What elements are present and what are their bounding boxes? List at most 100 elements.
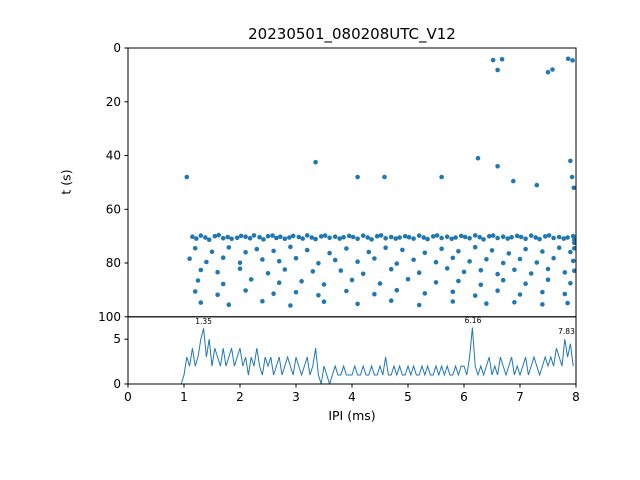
scatter-point <box>505 236 511 241</box>
scatter-point <box>518 234 524 240</box>
scatter-point <box>190 234 195 239</box>
scatter-point <box>274 235 279 241</box>
scatter-point <box>237 260 243 266</box>
scatter-point <box>209 249 215 255</box>
scatter-point <box>430 234 436 239</box>
scatter-point <box>337 236 343 241</box>
scatter-point <box>545 69 551 75</box>
scatter-point <box>360 233 366 238</box>
scatter-point <box>568 280 573 286</box>
scatter-point <box>481 237 486 242</box>
scatter-point <box>247 236 253 241</box>
scatter-point <box>365 235 371 240</box>
scatter-point <box>355 174 360 180</box>
y-tick-label: 60 <box>106 202 121 216</box>
scatter-point <box>321 299 327 305</box>
chart-title: 20230501_080208UTC_V12 <box>248 25 456 43</box>
scatter-point <box>425 236 430 242</box>
scatter-point <box>346 233 352 239</box>
scatter-point <box>332 257 338 263</box>
scatter-point <box>477 234 483 240</box>
scatter-point <box>478 282 484 288</box>
scatter-point <box>495 67 500 73</box>
scatter-point <box>402 233 408 239</box>
scatter-point <box>422 291 428 296</box>
scatter-point <box>276 280 282 286</box>
scatter-point <box>565 235 570 240</box>
scatter-point <box>238 233 244 239</box>
scatter-point <box>372 291 377 297</box>
scatter-point <box>393 236 399 241</box>
scatter-point <box>562 270 568 275</box>
scatter-point <box>276 258 282 264</box>
x-axis-label: IPI (ms) <box>328 408 376 423</box>
scatter-point <box>350 234 356 240</box>
scatter-point <box>461 269 467 275</box>
scatter-point <box>540 302 545 307</box>
scatter-point <box>450 299 456 304</box>
scatter-point <box>310 269 316 274</box>
scatter-point <box>572 240 576 246</box>
scatter-point <box>344 246 349 251</box>
x-tick-label: 7 <box>516 390 524 404</box>
scatter-point <box>475 155 481 161</box>
scatter-point <box>300 236 306 241</box>
scatter-point <box>467 259 472 264</box>
scatter-point <box>545 277 551 283</box>
scatter-point <box>528 271 534 276</box>
scatter-point <box>500 260 506 266</box>
x-tick-label: 2 <box>236 390 244 404</box>
scatter-point <box>416 233 422 238</box>
scatter-point <box>512 267 517 273</box>
scatter-point <box>388 266 394 272</box>
scatter-point <box>517 256 523 262</box>
scatter-point <box>296 234 302 240</box>
scatter-point <box>318 234 324 239</box>
scatter-point <box>568 158 573 164</box>
scatter-point <box>533 235 538 240</box>
scatter-point <box>495 164 500 169</box>
scatter-point <box>265 271 271 276</box>
scatter-point <box>254 246 260 252</box>
scatter-point <box>198 300 204 305</box>
scatter-point <box>243 234 248 239</box>
scatter-point <box>366 249 372 255</box>
scatter-point <box>293 255 299 261</box>
scatter-point <box>212 233 218 239</box>
scatter-point <box>288 244 293 250</box>
scatter-point <box>355 301 360 307</box>
scatter-point <box>439 246 444 252</box>
scatter-point <box>484 257 489 262</box>
scatter-point <box>260 257 265 262</box>
scatter-point <box>304 233 310 238</box>
scatter-point <box>545 266 551 272</box>
scatter-point <box>542 234 548 239</box>
scatter-point <box>500 234 506 239</box>
scatter-point <box>198 233 204 238</box>
scatter-point <box>484 301 489 306</box>
scatter-point <box>341 234 346 240</box>
scatter-point <box>456 278 461 284</box>
scatter-point <box>378 233 384 238</box>
scatter-point <box>569 174 575 180</box>
scatter-point <box>556 234 562 240</box>
x-tick-label: 3 <box>292 390 300 404</box>
scatter-point <box>287 235 292 240</box>
y-tick-label: 5 <box>113 332 121 346</box>
scatter-point <box>243 250 248 255</box>
scatter-point <box>278 234 283 239</box>
scatter-point <box>478 268 484 273</box>
scatter-point <box>184 174 190 180</box>
scatter-point <box>570 233 576 239</box>
scatter-point <box>523 281 528 287</box>
scatter-point <box>355 259 360 265</box>
scatter-point <box>220 255 226 260</box>
scatter-point <box>500 277 506 283</box>
y-tick-label: 0 <box>113 41 121 55</box>
scatter-point <box>406 234 412 240</box>
scatter-point <box>568 249 573 255</box>
scatter-point <box>394 287 400 293</box>
scatter-point <box>388 234 394 240</box>
scatter-point <box>198 267 204 273</box>
scatter-point <box>561 236 566 241</box>
